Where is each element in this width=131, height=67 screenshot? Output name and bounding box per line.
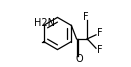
Text: H2N: H2N [34, 18, 55, 28]
Text: O: O [75, 54, 83, 64]
Text: F: F [97, 28, 103, 39]
Text: F: F [83, 12, 88, 22]
Text: F: F [97, 45, 103, 55]
